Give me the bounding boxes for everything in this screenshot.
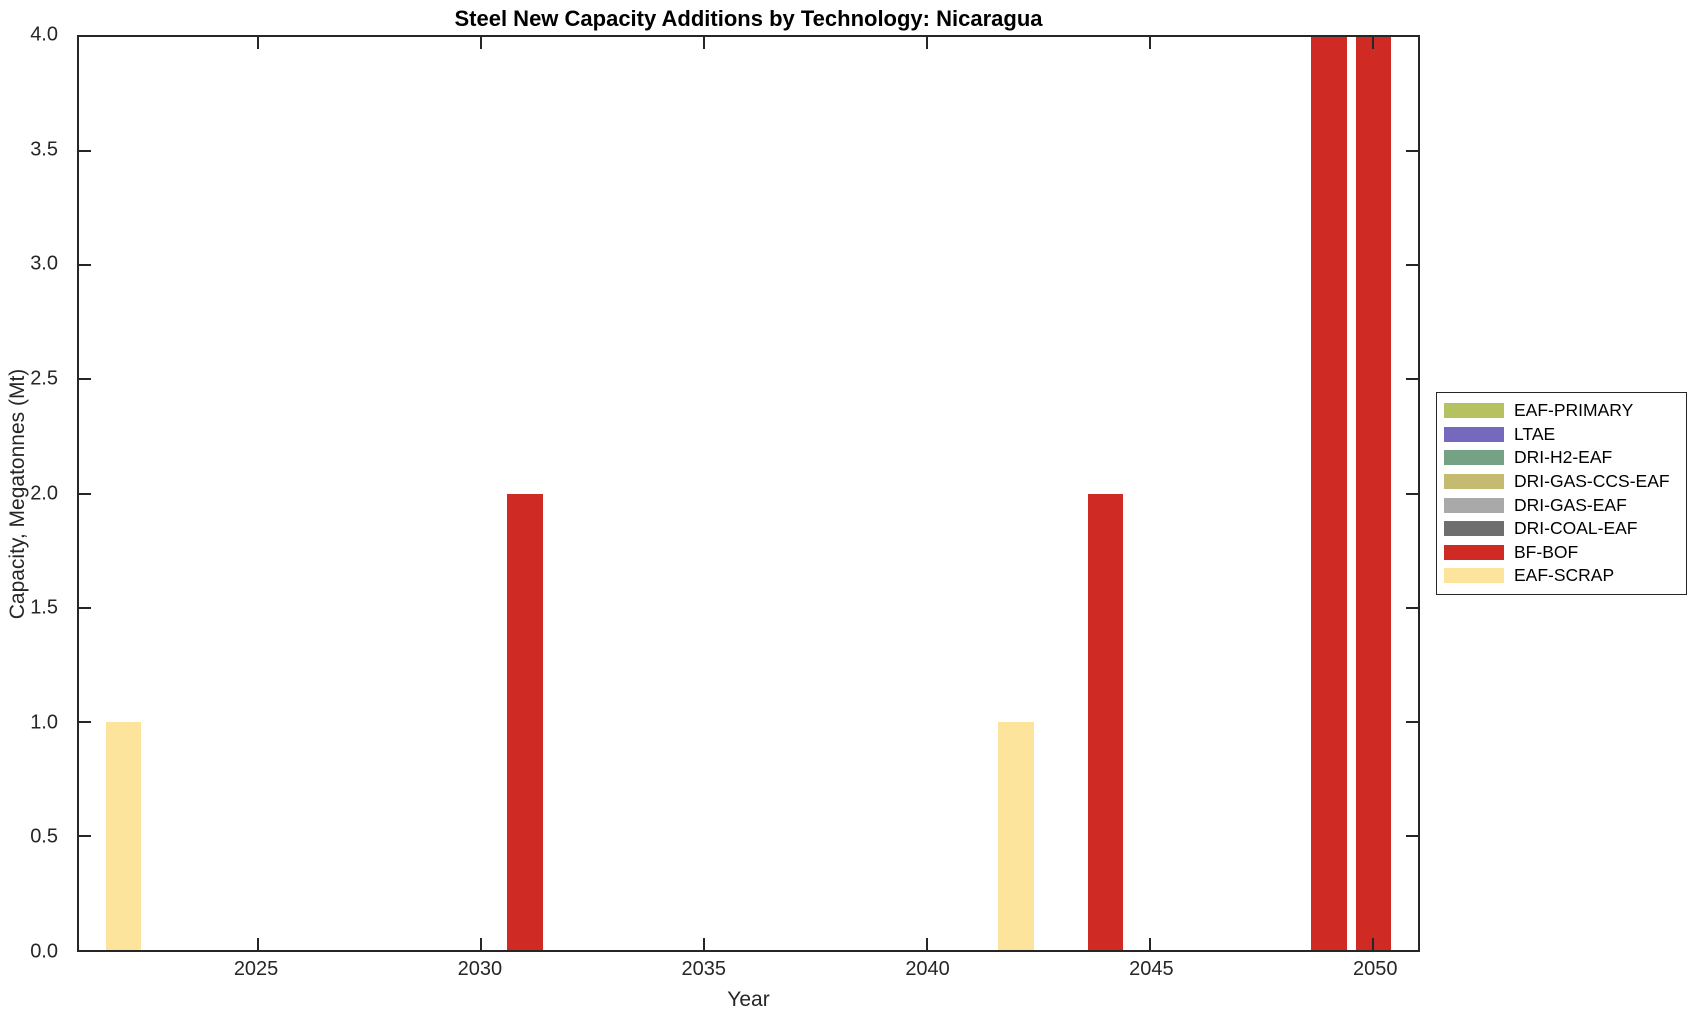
x-tick-label-2025: 2025 (233, 958, 279, 980)
tick-mark (702, 37, 705, 49)
legend: EAF-PRIMARY LTAE DRI-H2-EAF DRI-GAS-CCS-EAF… (1436, 392, 1687, 595)
tick-mark (1406, 378, 1418, 381)
tick-mark (1406, 264, 1418, 267)
plot-area (77, 35, 1420, 952)
tick-mark (256, 938, 259, 950)
tick-mark (79, 606, 91, 609)
ticks-layer (79, 37, 1418, 950)
tick-mark (1372, 938, 1375, 950)
y-tick-label-0.0: 0.0 (30, 940, 58, 963)
tick-mark (1406, 720, 1418, 723)
bar-eaf-scrap-2042 (998, 721, 1035, 950)
tick-mark (79, 834, 91, 837)
legend-swatch-icon (1444, 403, 1504, 419)
legend-label: DRI-H2-EAF (1514, 447, 1613, 468)
bar-eaf-scrap-2022 (105, 721, 142, 950)
legend-item-dri-gas-eaf: DRI-GAS-EAF (1444, 493, 1678, 517)
legend-swatch-icon (1444, 426, 1504, 442)
y-tick-label-2.5: 2.5 (30, 367, 58, 390)
tick-mark (1372, 37, 1375, 49)
bar-bf-bof-2049 (1310, 37, 1347, 950)
legend-label: EAF-PRIMARY (1514, 400, 1634, 421)
tick-mark (479, 37, 482, 49)
y-tick-label-4.0: 4.0 (30, 23, 58, 46)
legend-item-dri-h2-eaf: DRI-H2-EAF (1444, 446, 1678, 470)
tick-mark (479, 938, 482, 950)
legend-label: EAF-SCRAP (1514, 565, 1615, 586)
bar-bf-bof-2050 (1355, 37, 1392, 950)
legend-item-eaf-primary: EAF-PRIMARY (1444, 399, 1678, 423)
x-tick-label-2045: 2045 (1129, 958, 1174, 980)
x-axis-label: Year (727, 988, 770, 1011)
tick-mark (256, 37, 259, 49)
bar-bf-bof-2031 (507, 493, 544, 950)
legend-swatch-icon (1444, 497, 1504, 513)
legend-label: DRI-COAL-EAF (1514, 518, 1638, 539)
legend-item-dri-coal-eaf: DRI-COAL-EAF (1444, 517, 1678, 541)
bar-bf-bof-2044 (1087, 493, 1124, 950)
legend-label: DRI-GAS-CCS-EAF (1514, 471, 1670, 492)
legend-item-eaf-scrap: EAF-SCRAP (1444, 564, 1678, 588)
tick-mark (79, 378, 91, 381)
legend-swatch-icon (1444, 568, 1504, 584)
x-tick-label-2030: 2030 (457, 958, 503, 980)
y-tick-label-3.5: 3.5 (30, 138, 58, 161)
legend-swatch-icon (1444, 521, 1504, 537)
y-tick-label-1.5: 1.5 (30, 596, 58, 619)
y-tick-label-2.0: 2.0 (30, 482, 58, 504)
x-tick-label-2040: 2040 (905, 958, 950, 980)
tick-mark (79, 264, 91, 267)
tick-mark (1406, 492, 1418, 495)
legend-label: DRI-GAS-EAF (1514, 494, 1627, 515)
y-tick-label-3.0: 3.0 (30, 252, 58, 275)
bars-layer (79, 37, 1418, 950)
tick-mark (79, 492, 91, 495)
tick-mark (926, 37, 929, 49)
tick-mark (1406, 834, 1418, 837)
tick-mark (1406, 606, 1418, 609)
tick-mark (926, 938, 929, 950)
legend-label: BF-BOF (1514, 541, 1579, 562)
tick-mark (79, 150, 91, 153)
x-tick-label-2050: 2050 (1352, 958, 1398, 980)
tick-mark (79, 720, 91, 723)
legend-swatch-icon (1444, 450, 1504, 466)
tick-mark (702, 938, 705, 950)
chart-title: Steel New Capacity Additions by Technolo… (454, 6, 1043, 31)
legend-item-dri-gas-ccs-eaf: DRI-GAS-CCS-EAF (1444, 470, 1678, 494)
y-tick-label-1.0: 1.0 (30, 711, 58, 734)
tick-mark (1149, 938, 1152, 950)
tick-mark (1149, 37, 1152, 49)
tick-mark (1406, 150, 1418, 153)
x-tick-label-2035: 2035 (681, 958, 726, 980)
legend-item-bf-bof: BF-BOF (1444, 541, 1678, 565)
y-tick-label-0.5: 0.5 (30, 825, 58, 848)
legend-swatch-icon (1444, 544, 1504, 560)
legend-item-ltae: LTAE (1444, 423, 1678, 447)
legend-swatch-icon (1444, 474, 1504, 490)
legend-label: LTAE (1514, 423, 1556, 444)
